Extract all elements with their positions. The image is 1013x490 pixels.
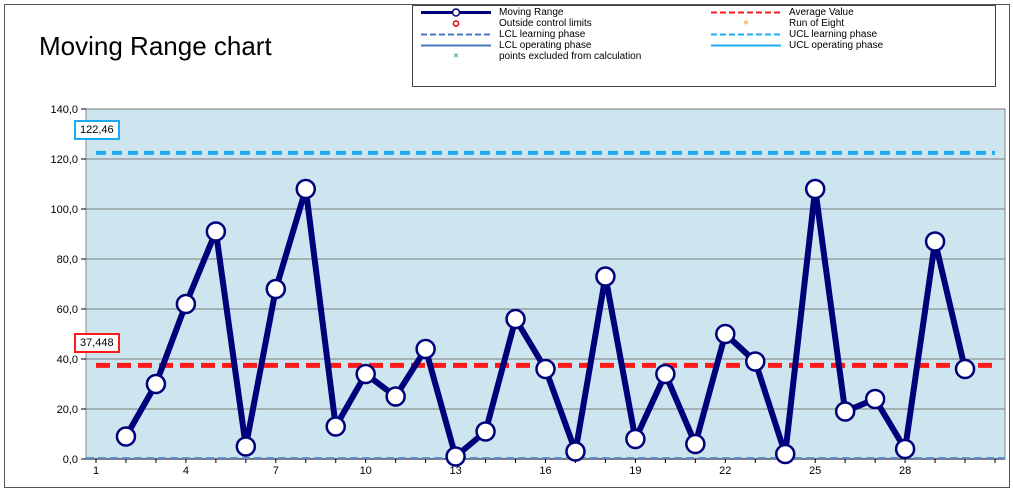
legend-symbol-star: * bbox=[743, 18, 749, 29]
legend-label: LCL operating phase bbox=[499, 40, 592, 51]
y-tick-label: 80,0 bbox=[57, 254, 78, 266]
legend-label: UCL learning phase bbox=[789, 29, 878, 40]
data-point bbox=[355, 363, 376, 385]
data-point bbox=[295, 178, 317, 200]
legend-symbol-solid bbox=[711, 44, 781, 47]
data-point bbox=[625, 428, 646, 450]
legend-symbol-dashed bbox=[711, 33, 781, 36]
data-point bbox=[565, 441, 586, 462]
legend-symbol-solid bbox=[421, 44, 491, 47]
data-point bbox=[804, 178, 826, 200]
data-point bbox=[445, 446, 466, 467]
data-point bbox=[385, 386, 406, 407]
data-point bbox=[685, 433, 706, 455]
legend-symbol-line-marker bbox=[421, 8, 491, 17]
svg-text:*: * bbox=[743, 18, 749, 29]
data-point bbox=[715, 323, 736, 345]
x-tick-label: 16 bbox=[539, 465, 551, 477]
data-point bbox=[745, 351, 766, 372]
data-point bbox=[954, 358, 976, 380]
data-point bbox=[235, 436, 257, 457]
data-point bbox=[475, 421, 496, 442]
legend-label: points excluded from calculation bbox=[499, 51, 642, 62]
x-tick-label: 22 bbox=[719, 465, 731, 477]
x-tick-label: 25 bbox=[809, 465, 821, 477]
data-point bbox=[595, 266, 616, 287]
legend-symbol-dashed bbox=[421, 33, 491, 36]
data-point bbox=[535, 358, 556, 380]
x-tick-label: 1 bbox=[93, 465, 99, 477]
data-point bbox=[924, 231, 946, 252]
svg-text:*: * bbox=[453, 51, 459, 62]
x-tick-label: 19 bbox=[629, 465, 641, 477]
data-point bbox=[415, 338, 436, 360]
y-tick-label: 100,0 bbox=[50, 204, 78, 216]
y-tick-label: 140,0 bbox=[50, 104, 78, 116]
data-point bbox=[205, 221, 227, 242]
chart-frame: Moving Range chart Moving Range Average V… bbox=[4, 4, 1010, 488]
y-tick-label: 40,0 bbox=[57, 354, 78, 366]
x-tick-label: 13 bbox=[449, 465, 461, 477]
legend-label: Run of Eight bbox=[789, 18, 845, 29]
y-tick-label: 60,0 bbox=[57, 304, 78, 316]
x-tick-label: 10 bbox=[360, 465, 372, 477]
legend-label: LCL learning phase bbox=[499, 29, 586, 40]
y-tick-label: 0,0 bbox=[63, 454, 78, 466]
legend-symbol-star: * bbox=[453, 51, 459, 62]
plot-area: 0,0 20,0 40,0 60,0 80,0 100,0 120,0 140,0 1 4 7 10 1… bbox=[50, 104, 1006, 477]
y-tick-label: 20,0 bbox=[57, 404, 78, 416]
legend-label: Outside control limits bbox=[499, 18, 592, 29]
legend-symbol-circle bbox=[452, 20, 460, 27]
y-tick-label: 120,0 bbox=[50, 154, 78, 166]
data-point bbox=[834, 401, 856, 422]
legend-symbol-dashed bbox=[711, 11, 781, 14]
data-point bbox=[145, 373, 167, 395]
chart-legend: Moving Range Average Value Outside control… bbox=[412, 5, 996, 87]
data-point bbox=[115, 426, 137, 447]
data-point bbox=[175, 293, 197, 315]
data-point bbox=[505, 308, 526, 330]
data-point bbox=[655, 363, 676, 385]
x-tick-label: 28 bbox=[899, 465, 911, 477]
x-tick-label: 4 bbox=[183, 465, 189, 477]
data-point bbox=[325, 416, 346, 437]
data-point bbox=[894, 438, 916, 460]
data-point bbox=[864, 388, 886, 410]
ucl-value-label: 122,46 bbox=[74, 120, 120, 140]
data-point bbox=[774, 443, 796, 465]
legend-label: Moving Range bbox=[499, 7, 564, 18]
x-tick-label: 7 bbox=[273, 465, 279, 477]
legend-label: UCL operating phase bbox=[789, 40, 884, 51]
data-point bbox=[265, 278, 287, 300]
legend-label: Average Value bbox=[789, 7, 854, 18]
average-value-label: 37,448 bbox=[74, 333, 120, 353]
chart-title: Moving Range chart bbox=[39, 31, 272, 61]
